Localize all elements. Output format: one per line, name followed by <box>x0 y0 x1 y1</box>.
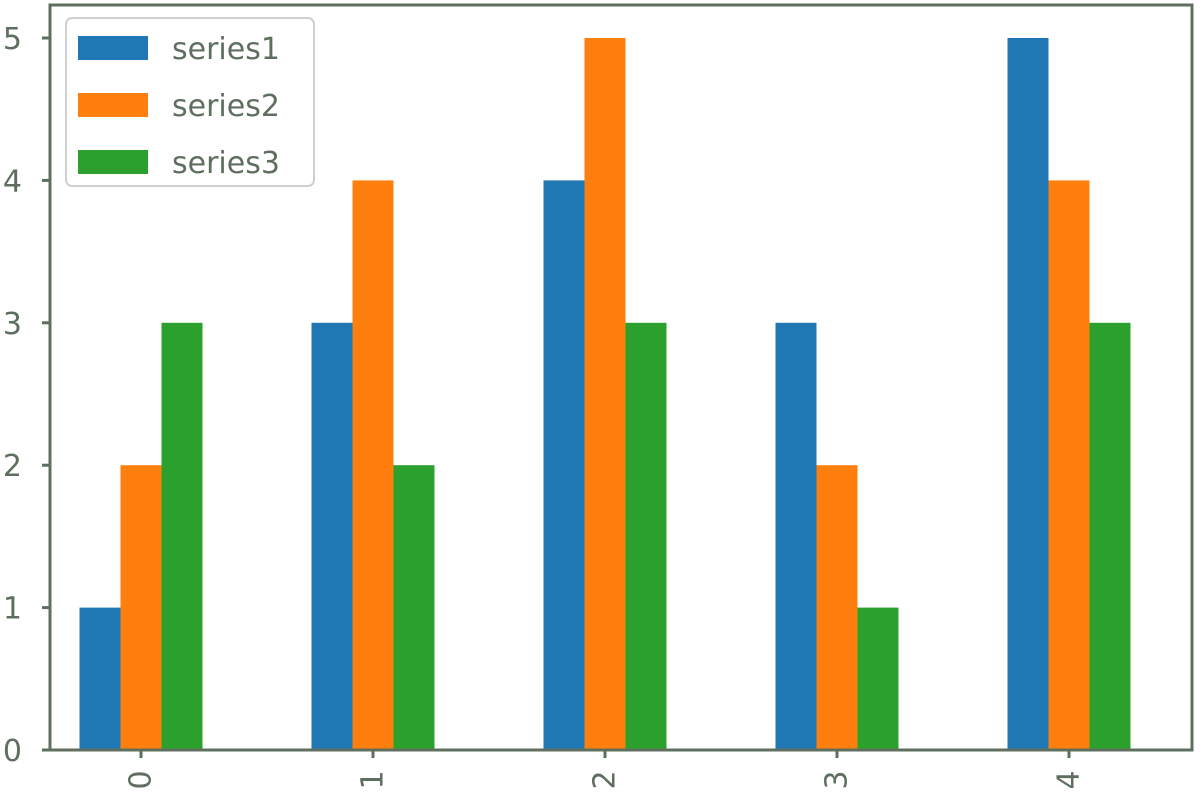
y-tick-label: 5 <box>3 22 22 57</box>
bar-series3-cat-1 <box>393 465 435 750</box>
x-tick-label: 3 <box>820 770 855 789</box>
bar-series1-cat-3 <box>775 322 817 750</box>
bar-series1-cat-0 <box>79 607 121 750</box>
y-axis-ticks: 0 1 2 3 4 5 <box>3 22 50 769</box>
bar-series1-cat-1 <box>311 322 353 750</box>
x-tick-label: 1 <box>356 770 391 789</box>
legend-label-series1: series1 <box>172 32 280 67</box>
bar-series1-cat-2 <box>543 180 585 750</box>
legend-label-series3: series3 <box>172 146 280 181</box>
plot-bars <box>79 38 1131 750</box>
plot-frame <box>48 3 1194 752</box>
bar-series2-cat-2 <box>584 38 626 750</box>
legend: series1 series2 series3 <box>65 17 315 187</box>
x-tick-label: 2 <box>588 770 623 789</box>
y-tick-label: 2 <box>3 449 22 484</box>
bar-series2-cat-1 <box>352 180 394 750</box>
bar-series2-cat-4 <box>1048 180 1090 750</box>
bar-series2-cat-3 <box>816 465 858 750</box>
bar-series1-cat-4 <box>1007 38 1049 750</box>
y-tick-label: 0 <box>3 734 22 769</box>
bar-series3-cat-2 <box>625 322 667 750</box>
x-axis-ticks: 0 1 2 3 4 <box>124 750 1087 790</box>
y-tick-label: 4 <box>3 164 22 199</box>
x-tick-label: 0 <box>124 770 159 789</box>
legend-label-series2: series2 <box>172 89 280 124</box>
y-tick-label: 3 <box>3 307 22 342</box>
y-tick-label: 1 <box>3 592 22 627</box>
bar-series3-cat-0 <box>161 322 203 750</box>
bar-series3-cat-4 <box>1089 322 1131 750</box>
legend-swatch-series3 <box>78 150 148 174</box>
legend-swatch-series1 <box>78 36 148 60</box>
legend-swatch-series2 <box>78 93 148 117</box>
bar-series3-cat-3 <box>857 607 899 750</box>
x-tick-label: 4 <box>1052 770 1087 789</box>
bar-series2-cat-0 <box>120 465 162 750</box>
plot-axes <box>48 3 1194 752</box>
